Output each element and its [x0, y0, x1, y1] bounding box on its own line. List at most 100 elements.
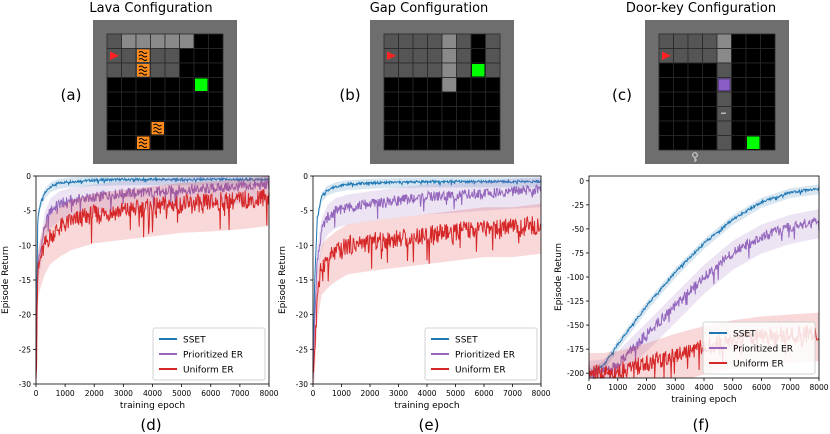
series-line-prioritized-er — [588, 216, 820, 380]
x-tick-label: 0 — [311, 389, 316, 398]
y-tick-label: -5 — [301, 207, 309, 216]
grid-cell — [427, 135, 443, 151]
grid-cell — [121, 48, 137, 64]
grid-cell — [208, 77, 224, 93]
grid-cell — [760, 91, 776, 107]
x-tick-label: 5000 — [446, 389, 465, 398]
grid-cell — [121, 77, 137, 93]
grid-cell — [745, 48, 761, 64]
chart-gap-returns: 0 1000 2000 3000 4000 5000 6000 7000 8000 0 -5 -10 -… — [278, 172, 551, 411]
legend-label: Prioritized ER — [733, 345, 793, 355]
y-tick-label: -50 — [572, 225, 584, 234]
key-icon — [692, 152, 698, 162]
grid-cell — [456, 106, 472, 122]
grid-cell — [441, 48, 457, 64]
grid-cell — [106, 106, 122, 122]
y-tick-label: -125 — [567, 297, 584, 306]
grid-cell — [150, 62, 166, 78]
grid-cell — [383, 33, 399, 49]
grid-cell — [106, 33, 122, 49]
grid-cell — [441, 77, 457, 93]
grid-cell — [441, 106, 457, 122]
series-band-1 — [313, 177, 541, 384]
grid-cell — [412, 106, 428, 122]
grid-cell — [150, 33, 166, 49]
series-line-prioritized-er — [312, 184, 542, 379]
series-line-sset — [35, 176, 270, 375]
series-line-uniform-er — [312, 215, 542, 373]
grid-cell — [658, 120, 674, 136]
grid-cell — [179, 48, 195, 64]
grid-cell — [121, 135, 137, 151]
x-tick-label: 0 — [587, 383, 592, 392]
grid-cell — [485, 77, 501, 93]
grid-cell — [193, 62, 209, 78]
x-tick-label: 2000 — [637, 383, 656, 392]
grid-cell — [760, 106, 776, 122]
grid-cell — [673, 77, 689, 93]
grid-cell — [485, 135, 501, 151]
grid-cell — [731, 135, 747, 151]
env-label-b: (b) — [339, 86, 360, 104]
grid-cell — [427, 33, 443, 49]
x-tick-label: 6000 — [752, 383, 771, 392]
grid-cell — [398, 77, 414, 93]
x-tick-label: 6000 — [474, 389, 493, 398]
grid-cell — [658, 106, 674, 122]
y-tick-label: 0 — [303, 172, 308, 181]
grid-cell — [412, 48, 428, 64]
grid-cell — [658, 62, 674, 78]
x-tick-label: 2000 — [360, 389, 379, 398]
grid-cell — [456, 135, 472, 151]
grid-cell — [208, 48, 224, 64]
legend: SSET Prioritized ER Uniform ER — [152, 327, 266, 381]
legend-box — [702, 321, 816, 375]
grid-cell — [485, 91, 501, 107]
grid-cell — [164, 62, 180, 78]
grid-cell — [760, 135, 776, 151]
x-axis-label: training epoch — [671, 395, 736, 405]
y-tick-label: -25 — [572, 201, 584, 210]
agent-triangle-icon — [110, 51, 119, 60]
y-tick-label: -10 — [19, 241, 31, 250]
legend: SSET Prioritized ER Uniform ER — [702, 321, 816, 375]
grid-cell — [716, 120, 732, 136]
series-line-uniform-er — [35, 189, 270, 380]
grid-cell — [673, 62, 689, 78]
grid-cell — [121, 106, 137, 122]
grid-cell — [456, 62, 472, 78]
grid-cell — [193, 91, 209, 107]
gap-grid-environment — [370, 20, 514, 164]
y-tick-label: -10 — [296, 241, 308, 250]
x-tick-label: 5000 — [172, 389, 191, 398]
y-axis-label: Episode Return — [554, 243, 564, 311]
grid-cell — [702, 120, 718, 136]
env-title-doorkey: Door-key Configuration — [626, 1, 776, 16]
y-tick-label: -15 — [19, 276, 31, 285]
grid-cell — [193, 106, 209, 122]
grid-cell — [731, 48, 747, 64]
env-label-c: (c) — [612, 86, 632, 104]
grid-cell — [485, 62, 501, 78]
legend-label: SSET — [455, 336, 478, 346]
grid-cell — [427, 91, 443, 107]
goal-tile-icon — [472, 64, 485, 77]
grid-cell — [687, 135, 703, 151]
lava-tile-icon — [137, 64, 150, 77]
grid-cell — [731, 77, 747, 93]
grid-cell — [731, 33, 747, 49]
grid-cell — [673, 106, 689, 122]
grid-cell — [702, 48, 718, 64]
grid-cell — [164, 135, 180, 151]
grid-cell — [150, 135, 166, 151]
grid-cell — [106, 91, 122, 107]
grid-cell — [687, 62, 703, 78]
grid-cell — [716, 48, 732, 64]
grid-cell — [398, 120, 414, 136]
y-tick-label: -30 — [19, 380, 31, 389]
y-tick-label: -100 — [567, 273, 584, 282]
grid-cell — [731, 62, 747, 78]
legend-label: SSET — [733, 330, 756, 340]
grid-cell — [673, 48, 689, 64]
